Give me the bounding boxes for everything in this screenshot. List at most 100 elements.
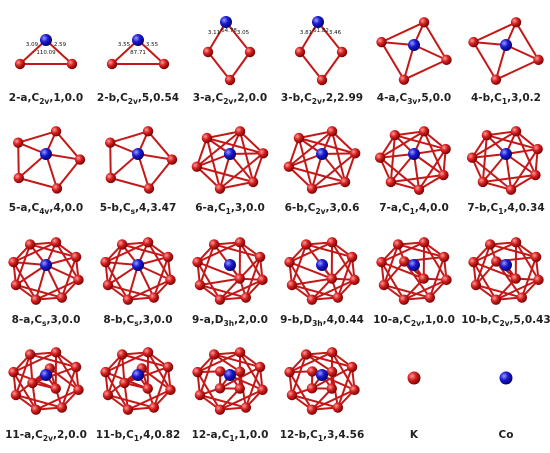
k-atom — [468, 256, 479, 268]
label-prefix: 12-a,C — [192, 429, 230, 441]
bond — [298, 130, 333, 139]
bond — [239, 131, 255, 183]
bond — [288, 130, 333, 168]
label-prefix: 9-b,D — [280, 314, 312, 326]
k-atom — [234, 347, 246, 358]
label-subscript: 3v — [407, 97, 417, 106]
cluster-label: 10-b,C2v,5,0.43 — [461, 314, 550, 328]
label-suffix: ,3,0.6 — [326, 202, 360, 214]
label-suffix: ,4,0.0 — [415, 202, 449, 214]
cluster — [192, 237, 268, 305]
k-atom — [418, 17, 430, 28]
k-atom — [162, 361, 174, 373]
bond — [291, 394, 339, 409]
label-suffix: ,4,0.44 — [323, 314, 364, 326]
k-atom — [254, 251, 266, 263]
label-prefix: 8-a,C — [12, 314, 43, 326]
label-subscript: 1 — [410, 207, 415, 216]
k-atom — [440, 143, 451, 155]
bond — [199, 277, 240, 286]
cluster-label: 5-b,Cs,4,3.47 — [100, 202, 177, 216]
cluster — [105, 126, 178, 194]
bond — [219, 152, 264, 190]
k-atom — [10, 279, 22, 291]
label-subscript: 2v — [43, 434, 53, 443]
k-atom — [300, 239, 312, 250]
k-atom — [234, 237, 246, 248]
label-suffix: ,2,0.0 — [233, 92, 267, 104]
k-atom — [378, 279, 390, 291]
co-atom — [500, 148, 512, 160]
k-atom — [56, 292, 68, 303]
k-atom — [398, 74, 410, 85]
co-atom — [316, 148, 328, 160]
k-atom — [533, 54, 544, 66]
bond — [141, 367, 172, 391]
k-atom — [399, 256, 410, 267]
cluster-label: 6-b,C2v,3,0.6 — [285, 202, 360, 216]
bond — [109, 130, 149, 144]
bond — [288, 165, 313, 190]
bond — [147, 130, 173, 161]
co-atom — [316, 369, 328, 381]
bond-label: 3.46 — [329, 30, 342, 36]
bond — [124, 366, 169, 384]
cluster — [100, 347, 176, 415]
label-prefix: 11-b,C — [96, 429, 134, 441]
label-suffix: ,3,0.2 — [507, 92, 541, 104]
bond — [107, 394, 155, 409]
bond-label: 2.59 — [54, 42, 67, 48]
bond — [15, 394, 63, 409]
k-atom — [74, 154, 86, 165]
cluster — [8, 347, 84, 415]
k-atom — [122, 404, 134, 415]
bond — [489, 243, 537, 258]
k-atom — [14, 58, 26, 70]
bond-label: 3.55 — [118, 42, 131, 48]
bond — [291, 277, 332, 286]
bond — [331, 131, 347, 183]
bond — [310, 153, 323, 189]
k-atom — [13, 172, 24, 184]
bond — [290, 354, 308, 396]
k-atom — [201, 132, 213, 144]
k-atom — [392, 239, 404, 250]
co-atom — [40, 148, 52, 160]
bond — [17, 130, 57, 144]
bond — [379, 156, 420, 191]
k-atom — [530, 251, 542, 263]
k-atom — [27, 377, 38, 389]
label-prefix: 9-a,D — [192, 314, 224, 326]
label-suffix: ,3,0.0 — [139, 314, 173, 326]
bond — [127, 388, 171, 411]
cluster: 3.11 64.78 3.05 — [202, 16, 256, 86]
label-subscript: 2v — [312, 97, 322, 106]
bond — [137, 153, 150, 189]
bond — [229, 153, 254, 183]
bond — [105, 241, 149, 264]
cluster-label: 12-b,C1,3,4.56 — [280, 429, 365, 443]
k-atom — [490, 294, 502, 305]
label-prefix: 11-a,C — [5, 429, 43, 441]
k-atom — [468, 36, 479, 48]
co-atom — [224, 369, 236, 381]
bond — [311, 152, 356, 190]
bond-label: 110.09 — [36, 50, 56, 56]
k-atom — [336, 46, 348, 58]
k-atom — [192, 256, 203, 268]
k-atom — [477, 176, 489, 188]
k-atom — [165, 274, 176, 286]
k-atom — [326, 366, 338, 377]
bond — [29, 353, 77, 368]
k-atom — [510, 273, 521, 284]
label-subscript: 2v — [315, 207, 325, 216]
bond — [473, 21, 517, 44]
label-suffix: ,4,0.34 — [503, 202, 544, 214]
bond — [305, 353, 353, 368]
k-atom — [234, 126, 246, 137]
bond — [219, 181, 254, 190]
bond — [380, 261, 405, 301]
bond-label: 3.55 — [146, 42, 159, 48]
k-atom — [105, 137, 116, 148]
cluster — [284, 347, 360, 415]
